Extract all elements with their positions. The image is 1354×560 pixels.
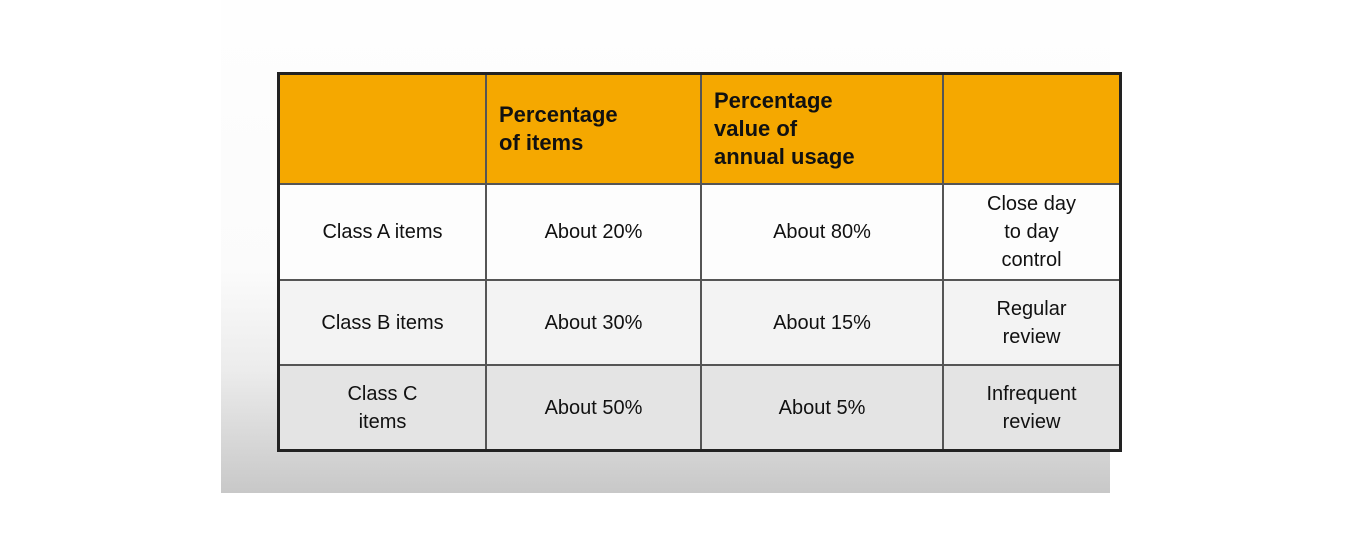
cell-text: Close day to day control	[987, 193, 1076, 271]
cell-text: About 5%	[778, 396, 866, 419]
cell: About 20%	[485, 183, 702, 281]
cell: About 50%	[485, 364, 702, 452]
abc-table: Percentage of items Percentage value of …	[277, 72, 1122, 452]
cell-text: About 30%	[544, 311, 643, 334]
cell: About 80%	[700, 183, 944, 281]
cell-text: Infrequent review	[986, 382, 1077, 433]
header-cell	[277, 72, 487, 185]
cell-text: Class A items	[322, 221, 443, 243]
table-row: Class C items About 50% About 5% Infrequ…	[277, 364, 1122, 452]
header-cell: Percentage of items	[485, 72, 702, 185]
cell: Regular review	[942, 279, 1122, 366]
cell-text: About 50%	[544, 396, 643, 419]
header-cell	[942, 72, 1122, 185]
cell-text: About 15%	[773, 311, 871, 334]
cell: Class C items	[277, 364, 487, 452]
header-text: Percentage of items	[499, 102, 618, 155]
cell-text: About 80%	[773, 221, 871, 243]
header-text: Percentage value of annual usage	[714, 88, 855, 169]
cell: About 5%	[700, 364, 944, 452]
cell: Class B items	[277, 279, 487, 366]
cell-text: About 20%	[544, 221, 643, 243]
table-row: Class A items About 20% About 80% Close …	[277, 183, 1122, 281]
cell: Close day to day control	[942, 183, 1122, 281]
cell: Infrequent review	[942, 364, 1122, 452]
cell: About 30%	[485, 279, 702, 366]
table-row: Class B items About 30% About 15% Regula…	[277, 279, 1122, 366]
header-row: Percentage of items Percentage value of …	[277, 72, 1122, 185]
header-cell: Percentage value of annual usage	[700, 72, 944, 185]
cell-text: Class B items	[321, 311, 444, 334]
cell: Class A items	[277, 183, 487, 281]
cell: About 15%	[700, 279, 944, 366]
cell-text: Regular review	[996, 297, 1067, 348]
cell-text: Class C items	[347, 382, 418, 433]
